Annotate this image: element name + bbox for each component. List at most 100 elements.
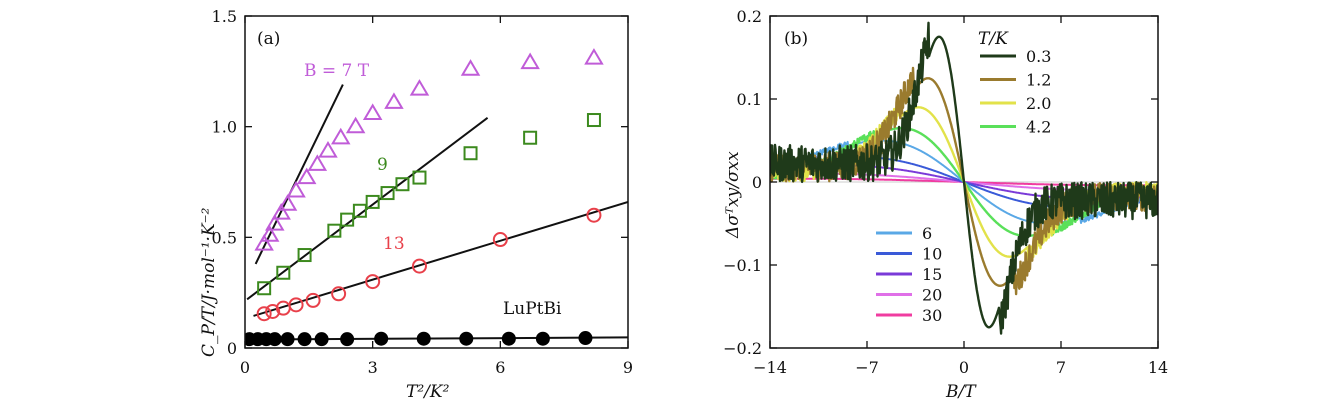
y-tick-label: 1.0 xyxy=(212,118,237,137)
y-tick-label: 0 xyxy=(752,173,762,192)
data-point-s0-5 xyxy=(286,180,306,198)
data-point-s2-4 xyxy=(305,292,321,308)
panel-a-ticks: 0 3 6 9 0 0.5 1.0 1.5 xyxy=(212,7,634,377)
data-point-s2-1 xyxy=(265,303,281,319)
data-point-s1-4 xyxy=(340,212,355,227)
annotation-lupt-bi: LuPtBi xyxy=(503,299,562,319)
data-point-s0-7 xyxy=(307,154,328,171)
legend-label-10: 10 xyxy=(922,245,942,264)
data-point-s1-6 xyxy=(365,194,380,209)
data-point-s1-9 xyxy=(412,170,427,185)
legend-label-6: 6 xyxy=(922,224,932,243)
data-point-s3-5 xyxy=(297,332,312,347)
panel-b-x-axis-label: B/T xyxy=(945,382,977,402)
panel-b-ticks: −14 −7 0 7 14 −0.2 −0.1 0 0.1 0.2 xyxy=(723,7,1168,377)
data-point-s1-1 xyxy=(276,265,291,280)
legend-label-20: 20 xyxy=(922,286,942,305)
data-point-s2-9 xyxy=(586,207,602,223)
data-point-s3-11 xyxy=(501,331,516,346)
x-tick-label: 6 xyxy=(495,358,505,377)
panel-b-label: (b) xyxy=(784,29,808,49)
data-point-s1-3 xyxy=(327,223,342,238)
data-point-s1-0 xyxy=(257,281,272,296)
annotation-13: 13 xyxy=(383,234,405,254)
x-tick-label: 7 xyxy=(1056,358,1066,377)
data-point-s1-2 xyxy=(297,248,312,263)
panel-a-label: (a) xyxy=(257,29,280,49)
data-point-s1-8 xyxy=(395,177,410,192)
x-tick-label: 3 xyxy=(368,358,378,377)
data-point-s3-10 xyxy=(459,331,474,346)
data-point-s1-10 xyxy=(463,146,478,161)
data-point-s3-6 xyxy=(314,332,329,347)
legend-label-30: 30 xyxy=(922,306,942,325)
legend-label-4_2: 4.2 xyxy=(1026,118,1051,137)
panel-b-y-axis-label: Δσᵀxy/σxx xyxy=(723,151,743,239)
data-point-s2-5 xyxy=(331,286,347,302)
y-tick-label: 0 xyxy=(227,339,237,358)
data-point-s3-3 xyxy=(267,332,282,347)
data-point-s2-0 xyxy=(256,306,272,322)
x-tick-label: 14 xyxy=(1148,358,1168,377)
data-point-s0-10 xyxy=(345,116,366,134)
data-point-s3-8 xyxy=(374,331,389,346)
panel-a: 0 3 6 9 0 0.5 1.0 1.5 (a) B = 7 T 9 13 LuPtBi T… xyxy=(199,7,633,402)
curve-t-0_3 xyxy=(770,21,1158,335)
y-tick-label: 0.5 xyxy=(212,228,237,247)
panel-b-plot-area xyxy=(770,21,1158,335)
fit-line-2 xyxy=(253,200,628,317)
annotation-b7t: B = 7 T xyxy=(304,61,370,81)
legend-label-1_2: 1.2 xyxy=(1026,71,1051,90)
data-point-s1-12 xyxy=(586,113,601,128)
data-point-s3-12 xyxy=(535,331,550,346)
x-tick-label: −7 xyxy=(855,358,879,377)
data-point-s3-7 xyxy=(340,332,355,347)
data-point-s2-3 xyxy=(288,297,304,313)
x-tick-label: 0 xyxy=(959,358,969,377)
data-point-s2-7 xyxy=(411,258,427,274)
data-point-s3-13 xyxy=(578,331,593,346)
data-point-s0-12 xyxy=(384,92,404,109)
data-point-s0-15 xyxy=(520,52,540,70)
data-point-s0-8 xyxy=(318,141,338,158)
y-tick-label: −0.2 xyxy=(723,339,762,358)
y-tick-label: 0.1 xyxy=(737,90,762,109)
data-point-s2-6 xyxy=(365,274,381,290)
data-point-s3-9 xyxy=(416,331,431,346)
x-tick-label: −14 xyxy=(753,358,787,377)
panel-a-x-axis-label: T²/K² xyxy=(406,382,450,402)
panel-a-y-axis-label: C_P/T/J·mol⁻¹·K⁻² xyxy=(199,207,219,357)
legend-label-0_3: 0.3 xyxy=(1026,47,1051,66)
y-tick-label: 0.2 xyxy=(737,7,762,26)
legend-label-15: 15 xyxy=(922,265,942,284)
data-point-s0-14 xyxy=(460,59,481,76)
data-point-s1-5 xyxy=(352,203,367,218)
data-point-s0-11 xyxy=(362,103,383,120)
panel-a-plot-area xyxy=(245,48,628,347)
y-tick-label: 1.5 xyxy=(212,7,237,26)
legend-label-2_0: 2.0 xyxy=(1026,94,1051,113)
data-point-s0-4 xyxy=(277,194,298,211)
data-point-s0-13 xyxy=(409,79,430,96)
data-point-s0-9 xyxy=(331,127,351,145)
annotation-9: 9 xyxy=(377,155,388,175)
data-point-s0-6 xyxy=(296,167,317,185)
y-tick-label: −0.1 xyxy=(723,256,762,275)
legend-title: T/K xyxy=(978,29,1009,49)
x-tick-label: 9 xyxy=(623,358,633,377)
data-point-s0-0 xyxy=(254,234,274,251)
panel-a-frame xyxy=(244,15,629,349)
data-point-s0-1 xyxy=(259,225,280,242)
data-point-s0-3 xyxy=(271,203,291,220)
x-tick-label: 0 xyxy=(240,358,250,377)
data-point-s3-4 xyxy=(280,332,295,347)
panel-b: −14 −7 0 7 14 −0.2 −0.1 0 0.1 0.2 (b) T/K 0.3 1.2 2… xyxy=(723,7,1168,402)
data-point-s2-8 xyxy=(492,232,508,248)
fit-line-0 xyxy=(254,84,344,265)
data-point-s1-7 xyxy=(380,186,395,201)
data-point-s1-11 xyxy=(523,130,538,145)
data-point-s0-2 xyxy=(265,214,285,231)
data-point-s0-16 xyxy=(584,48,604,65)
